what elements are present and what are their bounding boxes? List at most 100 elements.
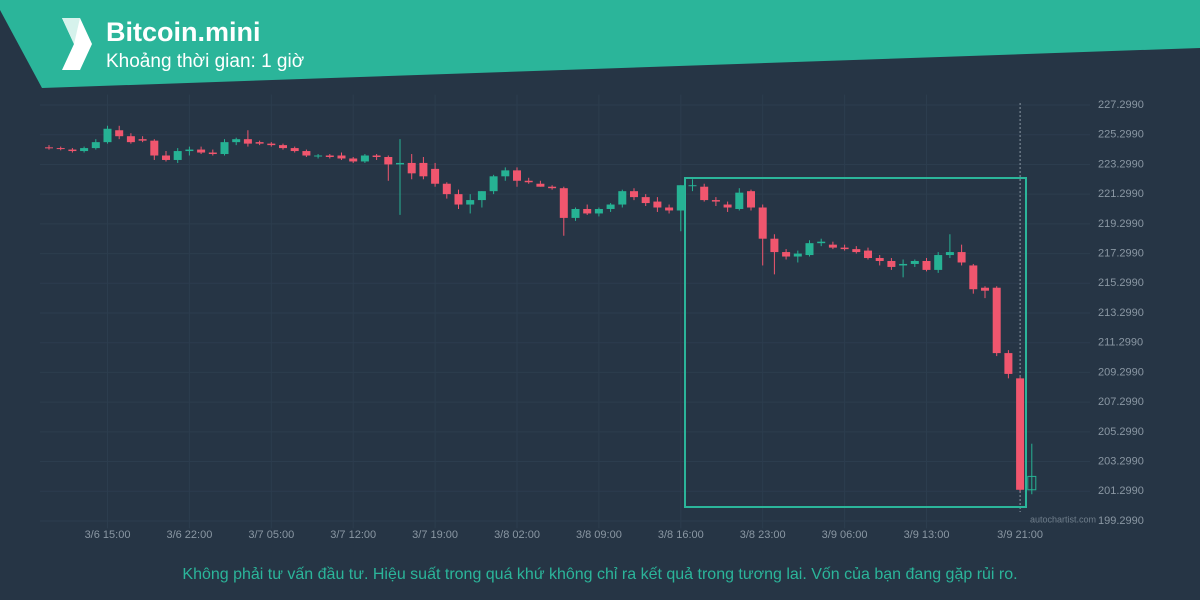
y-tick-label: 225.2990 <box>1098 129 1144 141</box>
candle-body <box>665 207 674 211</box>
x-tick-label: 3/6 15:00 <box>85 529 131 541</box>
candle-body <box>442 183 451 195</box>
candle-body <box>220 142 229 155</box>
y-tick-label: 223.2990 <box>1098 158 1144 170</box>
pattern-box <box>684 177 1027 508</box>
y-tick-label: 213.2990 <box>1098 307 1144 319</box>
candle-body <box>45 147 53 149</box>
candle-body <box>735 192 744 209</box>
candle-body <box>431 168 440 184</box>
x-tick-label: 3/8 02:00 <box>494 529 540 541</box>
x-tick-label: 3/8 23:00 <box>740 529 786 541</box>
candle-body <box>524 180 533 183</box>
candle-body <box>126 136 135 143</box>
candle-body <box>594 208 603 214</box>
candle-body <box>279 145 287 149</box>
candle-body <box>80 148 89 152</box>
candle-body <box>700 186 709 201</box>
candle-body <box>302 151 311 156</box>
candle-body <box>571 208 580 218</box>
candle-body <box>384 156 393 165</box>
candle-body <box>618 191 627 205</box>
candle-body <box>793 253 802 257</box>
candle-body <box>454 194 463 205</box>
candle-body <box>630 191 638 198</box>
candle-body <box>1027 475 1037 491</box>
candle-body <box>676 185 685 211</box>
candle-body <box>466 200 475 205</box>
candle-body <box>91 142 100 149</box>
y-tick-label: 215.2990 <box>1098 277 1144 289</box>
x-tick-label: 3/9 21:00 <box>997 529 1043 541</box>
x-tick-label: 3/8 16:00 <box>658 529 704 541</box>
y-tick-label: 211.2990 <box>1098 337 1143 349</box>
candle-body <box>477 191 486 201</box>
y-tick-label: 205.2990 <box>1098 426 1144 438</box>
candle-body <box>711 200 720 202</box>
y-tick-label: 227.2990 <box>1098 99 1144 111</box>
candle-body <box>875 258 884 261</box>
chart-subtitle: Khoảng thời gian: 1 giờ <box>106 51 304 72</box>
candle-body <box>197 149 206 153</box>
x-tick-label: 3/6 22:00 <box>166 529 212 541</box>
candle-body <box>103 128 112 143</box>
candle-body <box>981 287 989 291</box>
candle-body <box>817 241 826 244</box>
y-tick-label: 217.2990 <box>1098 247 1144 259</box>
candle-body <box>992 287 1001 354</box>
candle-body <box>325 155 334 157</box>
x-tick-label: 3/7 12:00 <box>330 529 376 541</box>
candle-body <box>501 170 510 177</box>
candle-body <box>899 263 908 266</box>
x-tick-label: 3/9 13:00 <box>904 529 950 541</box>
candle-body <box>243 139 252 144</box>
y-tick-label: 201.2990 <box>1098 485 1144 497</box>
x-tick-label: 3/9 06:00 <box>822 529 868 541</box>
y-tick-label: 219.2990 <box>1098 218 1144 230</box>
candle-body <box>922 260 931 270</box>
candle-body <box>583 208 592 214</box>
x-tick-label: 3/7 05:00 <box>248 529 294 541</box>
candle-body <box>934 255 943 270</box>
candle-body <box>208 152 217 155</box>
x-tick-label: 3/7 19:00 <box>412 529 458 541</box>
candle-body <box>314 155 323 157</box>
chart-title: Bitcoin.mini <box>106 17 261 47</box>
candle-body <box>887 260 896 267</box>
candle-body <box>828 244 837 248</box>
candle-body <box>138 139 147 141</box>
candle-body <box>267 143 276 146</box>
candle-body <box>255 142 264 144</box>
footnote: Không phải tư vấn đầu tư. Hiệu suất tron… <box>182 566 1017 583</box>
x-tick-label: 3/8 09:00 <box>576 529 622 541</box>
watermark: autochartist.com <box>1030 514 1096 524</box>
candle-body <box>513 170 521 181</box>
candle-body <box>1016 378 1025 490</box>
candle-body <box>232 139 241 143</box>
candle-body <box>185 149 194 152</box>
candle-body <box>337 155 346 159</box>
candle-body <box>407 162 416 174</box>
candle-body <box>805 243 814 256</box>
candle-body <box>747 191 755 208</box>
candle-body <box>150 140 159 156</box>
candle-body <box>606 204 615 209</box>
candle-body <box>349 158 358 162</box>
candle-body <box>56 148 65 150</box>
candle-body <box>115 130 124 137</box>
candle-body <box>536 183 545 187</box>
candle-body <box>852 249 861 253</box>
candle-body <box>864 250 872 259</box>
header-banner <box>0 0 1200 88</box>
candle-body <box>910 260 919 264</box>
candle-body <box>396 162 404 165</box>
candle-body <box>758 207 767 239</box>
y-tick-label: 199.2990 <box>1098 515 1144 527</box>
candle-body <box>548 186 557 189</box>
candles <box>45 125 1037 495</box>
candle-body <box>840 247 849 250</box>
candle-body <box>290 148 299 152</box>
y-tick-label: 209.2990 <box>1098 366 1144 378</box>
candle-body <box>173 151 182 160</box>
logo-shade <box>62 18 80 44</box>
